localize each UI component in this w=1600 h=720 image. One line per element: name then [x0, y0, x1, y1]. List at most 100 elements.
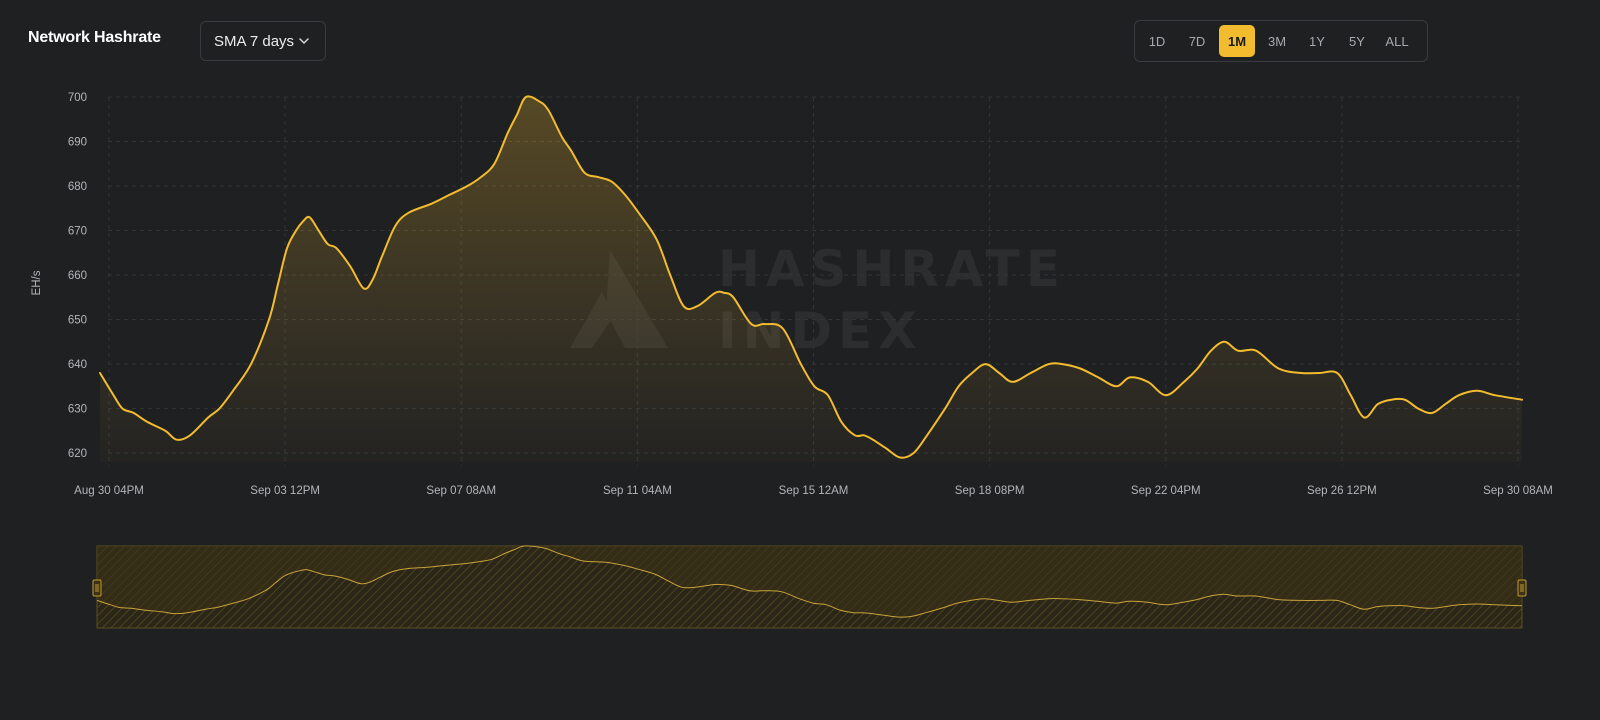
data-point[interactable]: [275, 281, 281, 287]
data-point[interactable]: [721, 290, 727, 296]
data-point[interactable]: [370, 277, 376, 283]
data-point[interactable]: [97, 370, 103, 376]
data-point[interactable]: [1276, 366, 1282, 372]
data-point[interactable]: [748, 321, 754, 327]
data-point[interactable]: [1519, 397, 1525, 403]
data-point[interactable]: [694, 303, 700, 309]
data-point[interactable]: [622, 192, 628, 198]
range-button-5y[interactable]: 5Y: [1349, 33, 1365, 49]
data-point[interactable]: [852, 432, 858, 438]
data-point[interactable]: [162, 428, 168, 434]
data-point[interactable]: [491, 161, 497, 167]
data-point[interactable]: [911, 450, 917, 456]
data-point[interactable]: [969, 370, 975, 376]
data-point[interactable]: [1316, 370, 1322, 376]
data-point[interactable]: [838, 419, 844, 425]
data-point[interactable]: [861, 432, 867, 438]
data-point[interactable]: [1253, 348, 1259, 354]
data-point[interactable]: [293, 228, 299, 234]
data-point[interactable]: [1181, 379, 1187, 385]
data-point[interactable]: [216, 406, 222, 412]
data-point[interactable]: [762, 321, 768, 327]
data-point[interactable]: [825, 392, 831, 398]
data-point[interactable]: [205, 415, 211, 421]
data-point[interactable]: [1402, 397, 1408, 403]
data-point[interactable]: [1361, 415, 1367, 421]
data-point[interactable]: [681, 303, 687, 309]
data-point[interactable]: [1195, 366, 1201, 372]
data-point[interactable]: [300, 219, 306, 225]
data-point[interactable]: [811, 383, 817, 389]
data-point[interactable]: [248, 361, 254, 367]
data-point[interactable]: [780, 326, 786, 332]
data-point[interactable]: [1415, 406, 1421, 412]
range-button-7d[interactable]: 7D: [1188, 33, 1206, 49]
data-point[interactable]: [1348, 392, 1354, 398]
data-point[interactable]: [1113, 383, 1119, 389]
data-point[interactable]: [1127, 374, 1133, 380]
data-point[interactable]: [120, 406, 126, 412]
data-point[interactable]: [884, 446, 890, 452]
data-point[interactable]: [712, 290, 718, 296]
data-point[interactable]: [1046, 361, 1052, 367]
data-point[interactable]: [1163, 392, 1169, 398]
data-point[interactable]: [924, 432, 930, 438]
range-navigator[interactable]: [92, 545, 1527, 629]
data-point[interactable]: [609, 179, 615, 185]
data-point[interactable]: [1492, 392, 1498, 398]
data-point[interactable]: [897, 455, 903, 461]
data-point[interactable]: [523, 94, 529, 100]
data-point[interactable]: [514, 112, 520, 118]
data-point[interactable]: [478, 174, 484, 180]
data-point[interactable]: [559, 134, 565, 140]
data-point[interactable]: [595, 174, 601, 180]
data-point[interactable]: [266, 317, 272, 323]
data-point[interactable]: [174, 437, 180, 443]
data-point[interactable]: [307, 214, 313, 220]
data-point[interactable]: [1429, 410, 1435, 416]
data-point[interactable]: [582, 170, 588, 176]
data-point[interactable]: [1388, 397, 1394, 403]
data-point[interactable]: [406, 210, 412, 216]
data-point[interactable]: [446, 192, 452, 198]
data-point[interactable]: [1010, 379, 1016, 385]
data-point[interactable]: [1298, 370, 1304, 376]
data-point[interactable]: [392, 223, 398, 229]
data-point[interactable]: [144, 419, 150, 425]
data-point[interactable]: [1442, 401, 1448, 407]
data-point[interactable]: [347, 263, 353, 269]
data-point[interactable]: [654, 236, 660, 242]
data-point[interactable]: [996, 370, 1002, 376]
data-point[interactable]: [1222, 339, 1228, 345]
data-point[interactable]: [1474, 388, 1480, 394]
data-point[interactable]: [111, 392, 117, 398]
range-button-3m[interactable]: 3M: [1267, 33, 1287, 49]
data-point[interactable]: [131, 410, 137, 416]
range-button-all[interactable]: ALL: [1385, 33, 1409, 49]
data-point[interactable]: [187, 432, 193, 438]
data-point[interactable]: [667, 272, 673, 278]
data-point[interactable]: [1375, 401, 1381, 407]
range-button-1y[interactable]: 1Y: [1309, 33, 1325, 49]
data-point[interactable]: [464, 183, 470, 189]
range-button-1d[interactable]: 1D: [1148, 33, 1166, 49]
navigator-handle-left[interactable]: [92, 579, 102, 597]
data-point[interactable]: [505, 130, 511, 136]
navigator-handle-right[interactable]: [1517, 579, 1527, 597]
data-point[interactable]: [870, 437, 876, 443]
data-point[interactable]: [1235, 348, 1241, 354]
data-point[interactable]: [379, 254, 385, 260]
data-point[interactable]: [230, 388, 236, 394]
data-point[interactable]: [334, 245, 340, 251]
data-point[interactable]: [1145, 379, 1151, 385]
data-point[interactable]: [956, 383, 962, 389]
data-point[interactable]: [1208, 348, 1214, 354]
data-point[interactable]: [1077, 366, 1083, 372]
data-point[interactable]: [361, 285, 367, 291]
range-button-1m[interactable]: 1M: [1219, 25, 1255, 57]
data-point[interactable]: [730, 294, 736, 300]
data-point[interactable]: [568, 147, 574, 153]
data-point[interactable]: [1028, 370, 1034, 376]
data-point[interactable]: [1334, 370, 1340, 376]
data-point[interactable]: [798, 361, 804, 367]
